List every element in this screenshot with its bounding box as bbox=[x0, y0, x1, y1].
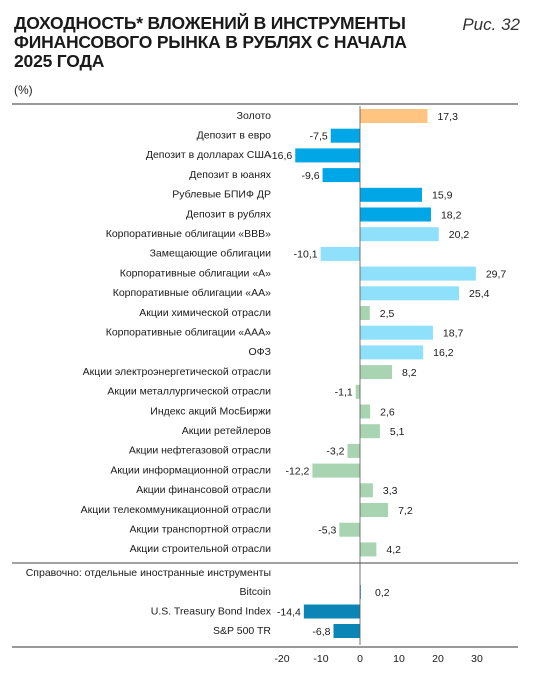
bar-category-label: Акции нефтегазовой отрасли bbox=[129, 445, 271, 457]
bar-bar bbox=[320, 246, 360, 261]
bar-value-label: 16,2 bbox=[433, 347, 454, 359]
bar-category-label: Рублевые БПИФ ДР bbox=[172, 189, 271, 201]
bar-category-label: Депозит в рублях bbox=[186, 208, 272, 220]
figure-number: Рис. 32 bbox=[462, 15, 520, 34]
bar-category-label: Акции ретейлеров bbox=[182, 425, 272, 437]
ref-category-label: U.S. Treasury Bond Index bbox=[151, 605, 272, 617]
bar-bar bbox=[295, 148, 360, 163]
bar-bar bbox=[360, 187, 423, 202]
bar-category-label: Индекс акций МосБиржи bbox=[150, 405, 271, 417]
bar-category-label: Корпоративные облигации «АА» bbox=[113, 287, 271, 299]
bar-bar bbox=[347, 443, 360, 458]
bar-value-label: 20,2 bbox=[449, 229, 470, 241]
chart-title-line: 2025 ГОДА bbox=[14, 51, 105, 71]
bar-bar bbox=[360, 325, 433, 340]
bar-value-label: 8,2 bbox=[402, 367, 417, 379]
bar-bar bbox=[360, 109, 428, 123]
bar-category-label: Депозит в юанях bbox=[189, 169, 271, 181]
bar-value-label: 2,6 bbox=[380, 406, 395, 418]
bar-value-label: -7,5 bbox=[310, 130, 328, 142]
bar-value-label: -3,2 bbox=[326, 446, 344, 458]
bar-category-label: Акции электроэнергетической отрасли bbox=[83, 366, 272, 378]
bar-value-label: 29,7 bbox=[486, 268, 507, 280]
bar-value-label: -12,2 bbox=[285, 465, 309, 477]
x-tick-label: 10 bbox=[393, 653, 405, 665]
ref-bar bbox=[333, 624, 360, 638]
bar-category-label: ОФЗ bbox=[249, 346, 272, 358]
bar-bar bbox=[355, 384, 360, 399]
bar-category-label: Депозит в долларах США bbox=[146, 149, 271, 161]
bar-category-label: Корпоративные облигации «ААА» bbox=[106, 326, 271, 338]
unit-label: (%) bbox=[14, 83, 33, 97]
bar-value-label: 15,9 bbox=[432, 190, 453, 202]
bar-category-label: Акции информационной отрасли bbox=[110, 464, 271, 476]
x-tick-label: 20 bbox=[432, 653, 444, 665]
bar-category-label: Акции металлургической отрасли bbox=[107, 386, 271, 398]
chart-title-line: ФИНАНСОВОГО РЫНКА В РУБЛЯХ С НАЧАЛА bbox=[14, 32, 407, 52]
ref-category-label: S&P 500 TR bbox=[213, 625, 271, 637]
ref-bar bbox=[303, 604, 360, 619]
ref-value-label: 0,2 bbox=[375, 587, 390, 599]
bar-category-label: Корпоративные облигации «А» bbox=[120, 267, 271, 279]
bar-value-label: 3,3 bbox=[383, 485, 398, 497]
x-tick-label: -10 bbox=[313, 653, 328, 665]
chart-title-line: ДОХОДНОСТЬ* ВЛОЖЕНИЙ В ИНСТРУМЕНТЫ bbox=[14, 13, 406, 33]
bar-bar bbox=[360, 365, 392, 380]
bar-value-label: 18,2 bbox=[441, 209, 462, 221]
bar-category-label: Акции финансовой отрасли bbox=[136, 484, 271, 496]
bar-category-label: Акции химической отрасли bbox=[139, 307, 271, 319]
bar-value-label: 5,1 bbox=[390, 426, 405, 438]
ref-category-label: Bitcoin bbox=[239, 586, 271, 598]
bar-category-label: Акции телекоммуникационной отрасли bbox=[81, 504, 272, 516]
bar-bar bbox=[360, 286, 460, 301]
bar-bar bbox=[360, 227, 439, 242]
bar-value-label: 17,3 bbox=[437, 111, 458, 123]
bar-bar bbox=[360, 424, 380, 439]
bar-category-label: Акции строительной отрасли bbox=[130, 543, 272, 555]
bar-bar bbox=[322, 168, 360, 183]
bar-bar bbox=[360, 483, 373, 498]
bar-value-label: 18,7 bbox=[443, 327, 464, 339]
chart-title: ДОХОДНОСТЬ* ВЛОЖЕНИЙ В ИНСТРУМЕНТЫ ФИНАН… bbox=[14, 14, 434, 71]
bar-value-label: -9,6 bbox=[301, 170, 319, 182]
ref-value-label: -14,4 bbox=[277, 606, 301, 618]
bar-bar bbox=[360, 266, 476, 281]
bar-bar bbox=[360, 503, 389, 517]
x-tick-label: 30 bbox=[471, 653, 483, 665]
bar-bar bbox=[360, 404, 371, 419]
bar-value-label: -10,1 bbox=[294, 249, 318, 261]
bar-bar bbox=[360, 542, 377, 557]
bar-bar bbox=[339, 522, 360, 537]
bar-category-label: Корпоративные облигации «ВВВ» bbox=[106, 228, 271, 240]
bar-category-label: Депозит в евро bbox=[197, 129, 272, 141]
bar-bar bbox=[360, 345, 424, 360]
bar-category-label: Замещающие облигации bbox=[150, 248, 272, 260]
bar-value-label: 4,2 bbox=[386, 544, 401, 556]
ref-value-label: -6,8 bbox=[312, 626, 330, 638]
x-tick-label: 0 bbox=[357, 653, 363, 665]
bar-value-label: -1,1 bbox=[335, 387, 353, 399]
bar-value-label: 25,4 bbox=[469, 288, 490, 300]
bar-bar bbox=[312, 463, 360, 478]
bar-value-label: 7,2 bbox=[398, 505, 413, 517]
bar-category-label: Золото bbox=[237, 110, 271, 122]
reference-section-label: Справочно: отдельные иностранные инструм… bbox=[26, 567, 271, 579]
x-tick-label: -20 bbox=[274, 653, 289, 665]
bar-value-label: -5,3 bbox=[318, 524, 336, 536]
bar-bar bbox=[330, 128, 360, 143]
bar-value-label: 2,5 bbox=[380, 308, 395, 320]
bar-bar bbox=[360, 207, 431, 222]
bar-category-label: Акции транспортной отрасли bbox=[130, 523, 272, 535]
bar-value-label: -16,6 bbox=[268, 150, 292, 162]
bar-bar bbox=[360, 306, 370, 320]
